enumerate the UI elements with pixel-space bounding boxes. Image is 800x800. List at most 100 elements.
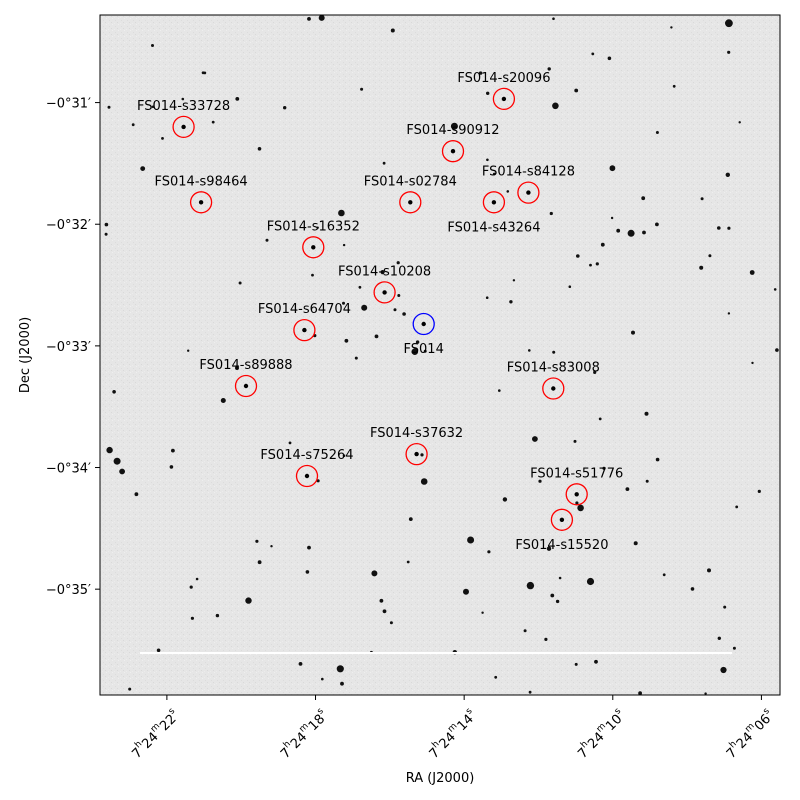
background-star [128, 687, 132, 691]
y-axis-label: Dec (J2000) [18, 317, 33, 393]
background-star [544, 637, 548, 642]
background-star [573, 439, 577, 443]
comparison-star-circle [399, 191, 422, 214]
star-label: FS014-s33728 [137, 99, 230, 114]
background-star [340, 681, 344, 686]
background-star [598, 417, 602, 421]
background-star [593, 370, 597, 374]
background-star [485, 296, 489, 300]
background-star [467, 536, 475, 544]
background-star [641, 196, 646, 201]
comparison-star-circle [482, 191, 506, 214]
background-star [655, 222, 659, 227]
background-star [408, 517, 413, 521]
background-star [528, 349, 531, 352]
background-star [415, 340, 420, 344]
background-star [732, 646, 736, 650]
background-star [189, 585, 193, 589]
background-star [526, 581, 535, 590]
background-star [720, 666, 727, 674]
target-star [382, 290, 387, 295]
background-star [371, 570, 378, 577]
background-star [131, 123, 135, 127]
background-star [342, 454, 346, 458]
background-star [265, 238, 269, 242]
target-star [408, 200, 413, 205]
background-star [195, 577, 199, 581]
background-star [354, 356, 358, 360]
target-star [243, 383, 249, 389]
background-star [374, 334, 379, 339]
background-star [725, 172, 730, 177]
x-axis: 7h24m22s 7h24m18s 7h24m14s 7h24m10s 7h24m06s [129, 695, 774, 762]
star-label: FS014-s83008 [507, 361, 600, 376]
background-star [396, 261, 400, 265]
background-star [113, 457, 121, 465]
background-star [725, 19, 733, 28]
star-label: FS014-s89888 [199, 358, 292, 373]
background-star [717, 636, 721, 640]
y-tick-label: −0°34′ [46, 462, 91, 477]
target-star [450, 149, 456, 154]
background-star [238, 281, 242, 285]
x-tick-label: 7h24m06s [724, 706, 774, 762]
background-star [633, 541, 638, 546]
background-star [644, 411, 649, 416]
star-label: FS014-s98464 [155, 174, 248, 189]
comparison-star-circle [234, 374, 258, 398]
background-star [699, 265, 704, 270]
background-star [307, 17, 311, 21]
background-star [344, 338, 349, 343]
comparison-star-circle [441, 140, 465, 163]
background-star [549, 211, 553, 216]
background-star [576, 254, 580, 258]
y-tick-label: −0°33′ [46, 340, 91, 355]
target-star [421, 321, 426, 327]
background-star [492, 172, 496, 176]
background-star [523, 629, 527, 633]
background-star [607, 56, 612, 61]
background-star [420, 478, 428, 485]
background-star [190, 616, 194, 620]
target-markers: FS014-s20096 FS014-s33728 FS014-s90912 FS01… [137, 71, 623, 553]
background-star [420, 453, 424, 457]
background-star [707, 568, 711, 573]
star-label: FS014-s51776 [530, 466, 623, 481]
y-axis: −0°31′ −0°32′ −0°33′ −0°34′ −0°35′ [46, 97, 100, 598]
background-star [727, 226, 731, 230]
background-star [575, 501, 579, 505]
comparison-star-circle [293, 318, 316, 342]
target-star [551, 386, 556, 391]
background-star [140, 166, 146, 172]
star-label: FS014 [404, 342, 444, 357]
background-star [751, 361, 754, 365]
background-star [187, 349, 190, 352]
background-star [547, 67, 551, 71]
comparison-star-circle [405, 442, 428, 466]
background-star [727, 50, 731, 54]
background-star [538, 479, 542, 483]
background-star [478, 71, 483, 75]
background-star [672, 84, 676, 88]
background-star [235, 97, 240, 101]
background-star [316, 226, 319, 229]
background-stars [104, 15, 779, 695]
target-star [526, 190, 531, 195]
svg-text:7h24m10s: 7h24m10s [573, 706, 629, 762]
target-star [311, 245, 316, 250]
target-star [302, 327, 307, 333]
background-star [552, 102, 559, 110]
background-star [627, 229, 635, 237]
background-star [645, 479, 649, 483]
target-star [501, 96, 507, 102]
background-star [552, 350, 556, 354]
star-label: FS014-s64704 [258, 302, 351, 317]
star-label: FS014-s75264 [260, 448, 353, 463]
x-tick-label: 7h24m18s [278, 706, 328, 762]
background-star [609, 165, 616, 172]
background-star [235, 366, 239, 370]
comparison-star-circle [295, 464, 319, 488]
x-tick-label: 7h24m10s [573, 706, 629, 762]
background-star [642, 230, 646, 235]
background-star [390, 28, 395, 33]
